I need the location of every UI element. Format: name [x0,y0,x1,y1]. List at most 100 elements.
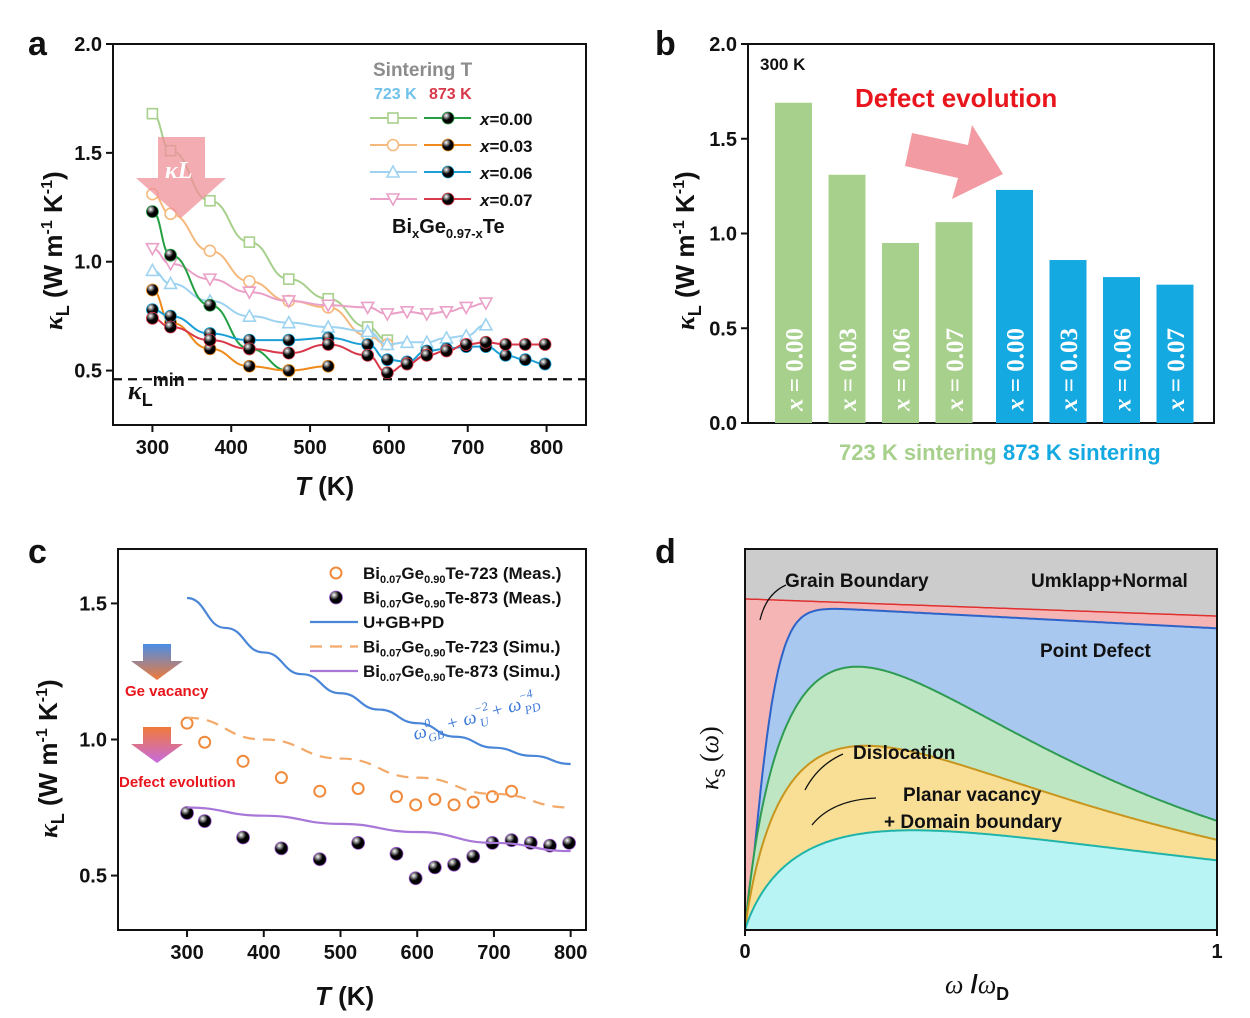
ge-vacancy-arrow [131,644,183,680]
y-tick-label-b: 1.5 [709,129,737,151]
area-base [745,829,1217,930]
point-c-1-7 [408,871,423,886]
point-c-0-9 [447,798,461,812]
series-line-a-723-3 [152,247,486,315]
grain-boundary-pointer [759,584,787,621]
y-tick-label-a: 1.5 [74,143,102,165]
bar-label-b-0-0: x = 0.00 [782,328,809,412]
point-a-873-6-15 [538,357,552,371]
bar-b-1-0 [996,189,1033,423]
bar-b-0-3 [935,222,973,423]
point-c-1-4-ball [312,852,327,867]
point-a-723-2-3 [242,308,257,322]
y-tick-label-a: 1.0 [74,252,102,274]
point-a-873-7-15-ball [538,338,552,351]
point-a-873-5-3 [242,359,256,373]
point-a-723-3-3 [242,286,257,300]
series-line-a-873-6 [152,308,546,366]
point-a-723-2-0 [145,262,160,277]
series-line-c-3 [187,716,571,809]
point-a-873-6-1 [164,309,177,323]
point-a-873-7-2 [203,333,217,347]
x-axis-title-c: T (K) [315,981,374,1011]
legend-label-a-2: x=0.06 [479,164,532,183]
point-a-723-3-9 [419,308,435,322]
point-a-873-5-4-ball [282,364,296,377]
y-tick-label-b: 0.0 [709,413,737,435]
legend-marker-873-0 [441,111,455,125]
defect-evolution-label-c: Defect evolution [119,774,236,791]
point-a-723-0-3 [243,236,256,248]
label-umklapp: Umklapp+Normal [1031,571,1188,592]
x-axis-title-a: T (K) [295,471,354,501]
point-a-873-4-2-ball [203,298,217,312]
point-c-1-1 [197,814,212,829]
bar-b-0-1 [828,174,866,423]
point-c-0-2 [236,754,250,768]
ge-vacancy-label: Ge vacancy [125,683,209,700]
arrow-kappa-label: κL [165,158,192,184]
legend-marker-873-3-ball [441,192,455,206]
legend-label-c-0: Bi0.07Ge0.90Te-723 (Meas.) [363,564,561,586]
point-a-723-2-7 [379,336,395,351]
point-a-723-3-8 [399,305,415,320]
axes-c: 300 400 500 600 700 800 0.5 1.0 1.5 [79,593,587,964]
axes-a: 300 400 500 600 700 800 0.5 1.0 1.5 2.0 [74,34,586,459]
point-a-873-7-12 [479,335,493,349]
point-c-1-3-ball [274,841,289,856]
legend-marker-873-0-ball [441,111,455,125]
bar-label-b-1-2: x = 0.06 [1110,328,1137,412]
point-a-873-6-6 [361,338,375,351]
point-a-873-7-15 [538,338,552,351]
point-c-0-1 [198,735,212,749]
y-tick-label-b: 0.5 [709,318,737,340]
y-axis-title-b: κL (W m-1 K-1) [670,171,705,330]
panel-label-a: a [28,25,48,63]
bars-b: x = 0.00 x = 0.03 x = 0.06 x = 0.07 x = 0.00… [775,102,1194,424]
bar-b-1-1 [1049,260,1087,423]
point-c-1-8-ball [427,860,442,875]
label-grain-boundary: Grain Boundary [785,571,929,592]
legend-title-a: Sintering T [373,60,473,81]
point-a-873-7-1 [164,320,177,334]
legend-marker-873-2 [441,165,455,179]
x-tick-d-0: 0 [739,941,750,963]
point-a-873-7-3 [242,342,256,356]
series-group-c [180,596,577,886]
x-tick-label-a: 500 [293,437,326,459]
point-a-723-3-12 [478,297,494,311]
series-line-c-2 [186,596,571,766]
point-a-873-7-10-ball [440,344,453,358]
point-c-1-10 [466,849,481,864]
series-line-a-873-7 [152,317,546,374]
point-a-873-4-0-ball [146,205,159,219]
panel-label-c: c [28,533,47,571]
legend-marker-c-1 [329,590,343,605]
bar-label-b-1-0: x = 0.00 [1003,328,1030,412]
x-tick-d-1: 1 [1211,941,1222,963]
decrease-arrow [136,137,226,218]
bar-b-0-0 [775,102,812,424]
point-a-723-0-4 [282,273,295,285]
point-a-723-3-5 [320,299,336,313]
point-a-873-6-13 [499,348,512,362]
point-c-1-2 [236,830,250,845]
x-tick-label-c: 400 [247,942,280,964]
bar-label-b-0-3: x = 0.07 [942,328,969,412]
point-c-0-7 [409,798,423,812]
label-point-defect: Point Defect [1040,641,1152,662]
point-a-873-5-5 [321,359,335,373]
point-c-0-11 [485,790,499,804]
point-a-723-3-7 [379,308,395,322]
point-a-873-4-2 [203,298,217,312]
spectrum-areas [745,549,1217,930]
formula-label: BixGe0.97-xTe [392,216,505,241]
legend-marker-873-1-ball [441,138,455,152]
point-a-723-3-11 [458,301,474,316]
point-c-0-12 [505,784,519,798]
point-a-873-6-13-ball [499,348,512,362]
legend-col-723: 723 K [374,86,417,103]
point-c-1-2-ball [236,830,250,845]
point-a-873-7-5-ball [321,338,335,351]
bar-b-1-2 [1103,277,1140,423]
